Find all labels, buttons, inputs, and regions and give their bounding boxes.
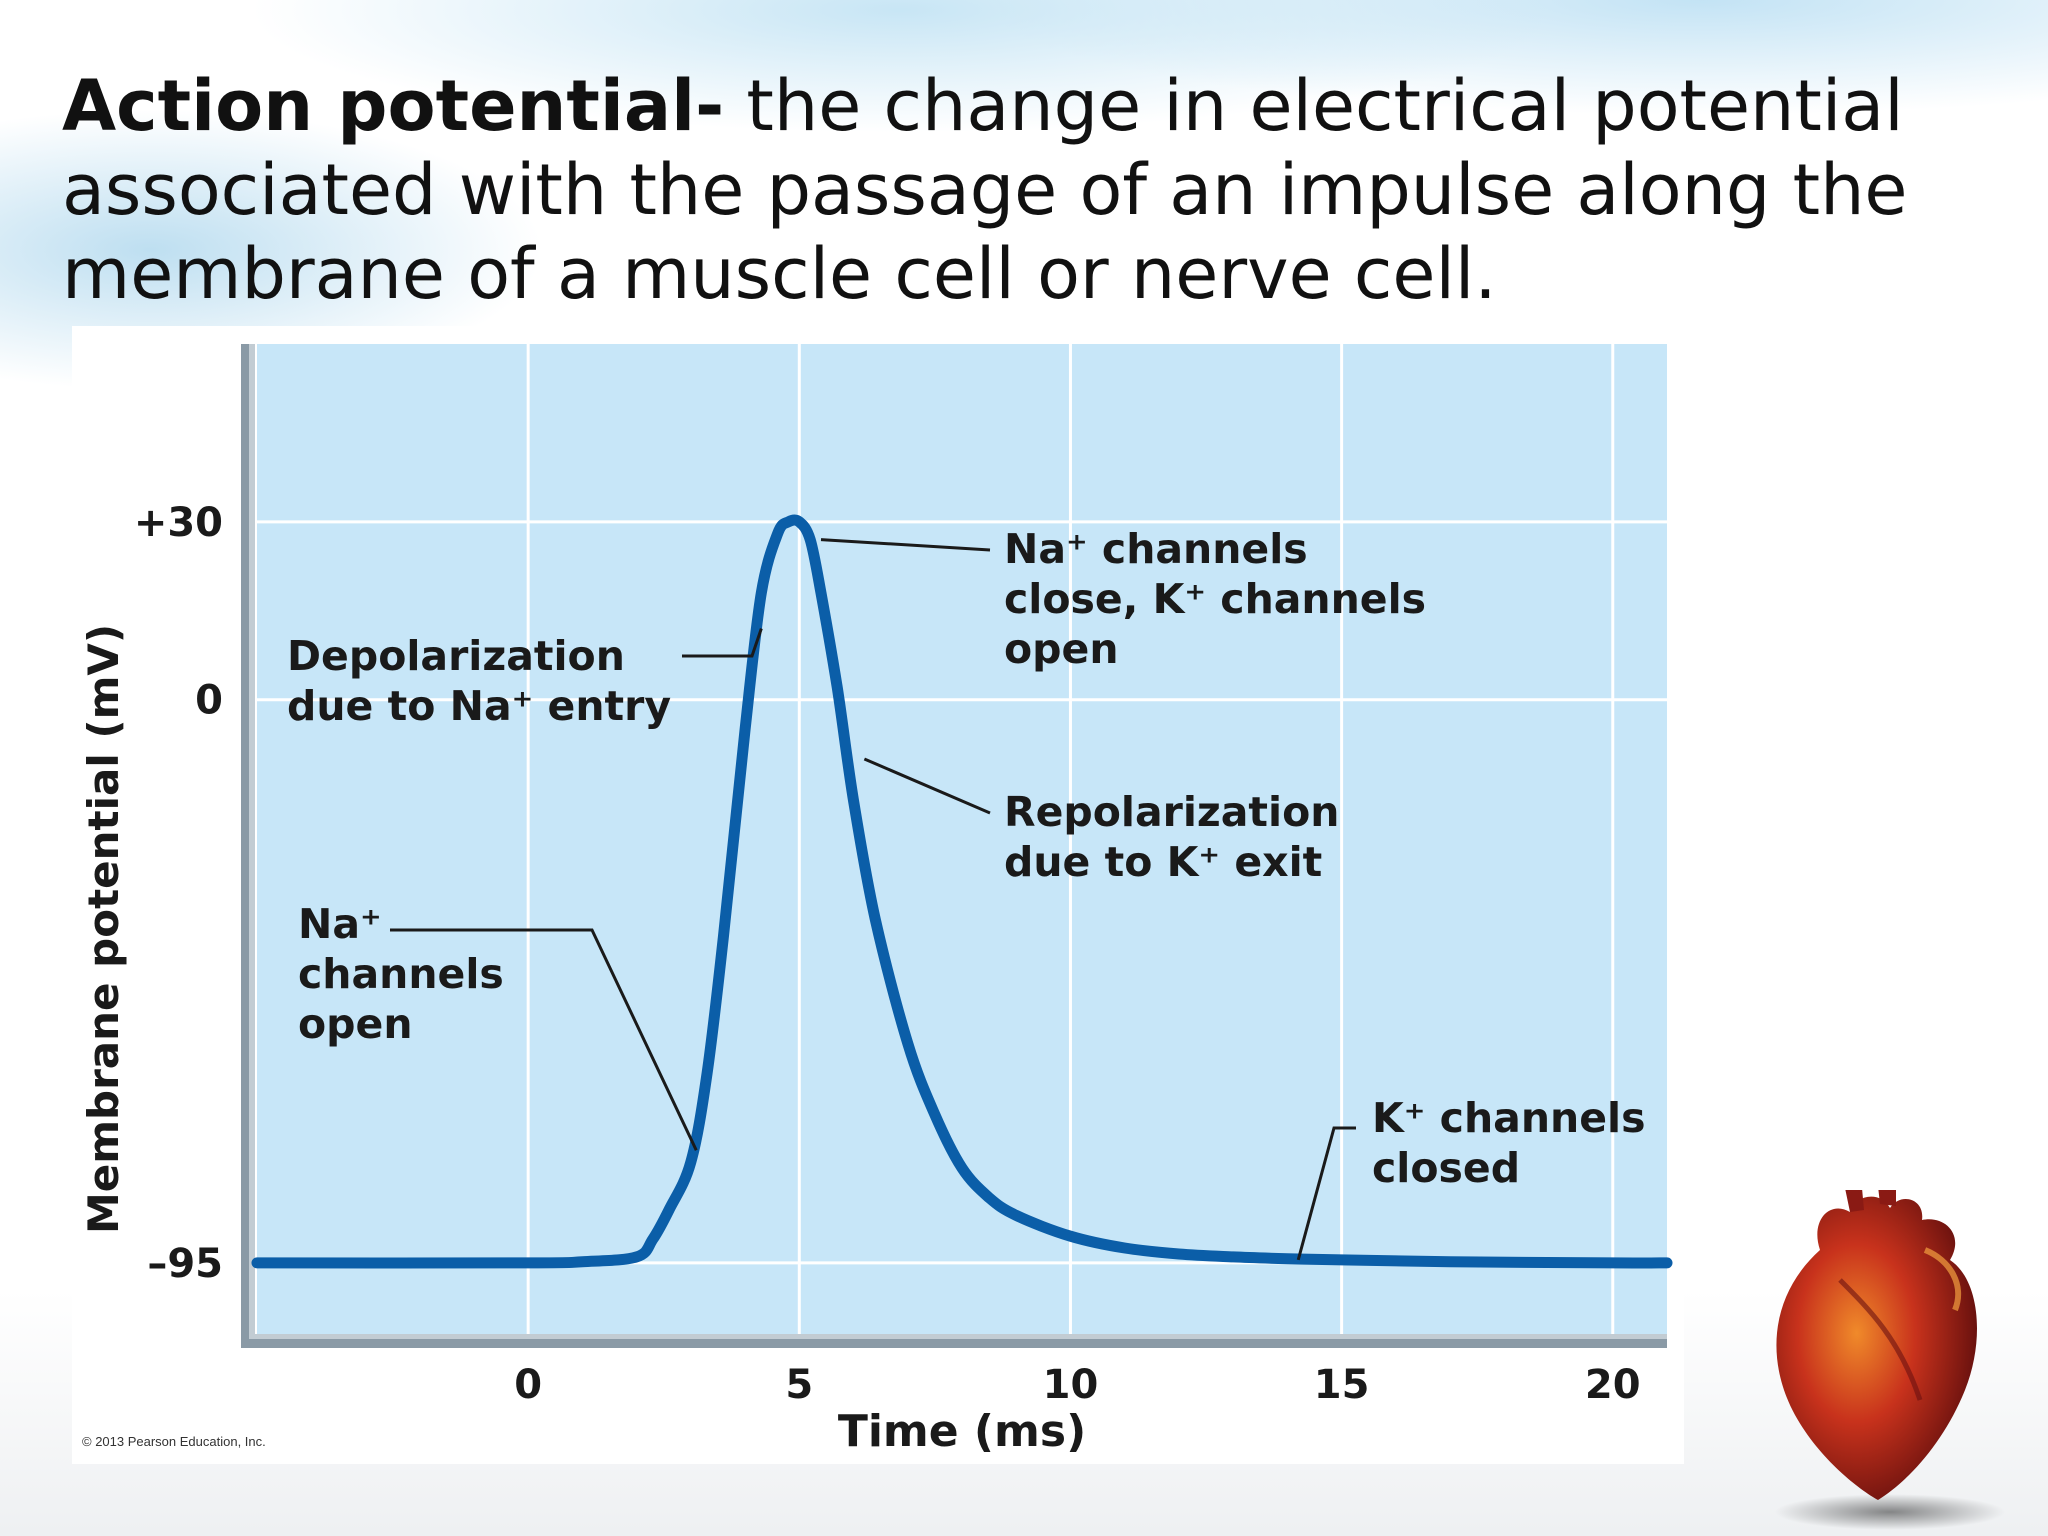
definition-term: Action potential- [62, 65, 725, 147]
annotation-leader [682, 628, 763, 658]
y-tick-label: –95 [147, 1241, 223, 1287]
annotation-line: channels [298, 950, 504, 998]
x-axis-label: Time (ms) [838, 1406, 1086, 1457]
annotation-line: due to Na⁺ entry [287, 682, 671, 730]
y-tick-label: +30 [134, 500, 223, 546]
x-tick-label: 0 [514, 1362, 542, 1408]
annotation-line: open [298, 1000, 413, 1048]
annotation-line: close, K⁺ channels [1004, 575, 1426, 623]
annotation-text: Na⁺ channels close, K⁺ channels open [1004, 525, 1426, 673]
annotation-leader [863, 757, 991, 815]
annotation-leader [390, 928, 698, 1151]
annotation-leader [1296, 1126, 1356, 1261]
annotation-text: Repolarization due to K⁺ exit [1004, 788, 1339, 886]
annotation-leader [820, 538, 991, 552]
annotation-text: Depolarization due to Na⁺ entry [287, 632, 671, 730]
y-tick-label: 0 [195, 678, 223, 724]
series-line [251, 514, 1673, 1269]
annotation-line: Na⁺ [298, 900, 382, 948]
slide-definition: Action potential- the change in electric… [62, 64, 2022, 316]
copyright-notice: © 2013 Pearson Education, Inc. [82, 1434, 266, 1449]
chart-figure: Depolarization due to Na⁺ entry Na⁺ channe… [72, 326, 1684, 1464]
x-axis-highlight [249, 1334, 1667, 1339]
annotation-text: Na⁺ channels open [298, 900, 504, 1048]
heart-icon [1775, 1190, 2005, 1530]
x-tick-label: 20 [1585, 1362, 1641, 1408]
annotation-line: due to K⁺ exit [1004, 838, 1322, 886]
annotation-line: Na⁺ channels [1004, 525, 1308, 573]
annotation-text: K⁺ channels closed [1372, 1094, 1646, 1192]
x-tick-label: 10 [1043, 1362, 1099, 1408]
annotation-line: closed [1372, 1144, 1520, 1192]
definition-text: the change in electrical potential assoc… [62, 65, 1908, 315]
action-potential-chart: Depolarization due to Na⁺ entry Na⁺ channe… [79, 344, 1673, 1457]
annotation-line: open [1004, 625, 1119, 673]
x-tick-label: 15 [1314, 1362, 1370, 1408]
annotation-line: Repolarization [1004, 788, 1339, 836]
x-tick-label: 5 [785, 1362, 813, 1408]
annotation-line: Depolarization [287, 632, 625, 680]
y-axis-label: Membrane potential (mV) [79, 624, 128, 1234]
annotation-line: K⁺ channels [1372, 1094, 1646, 1142]
y-axis-highlight [249, 344, 255, 1340]
